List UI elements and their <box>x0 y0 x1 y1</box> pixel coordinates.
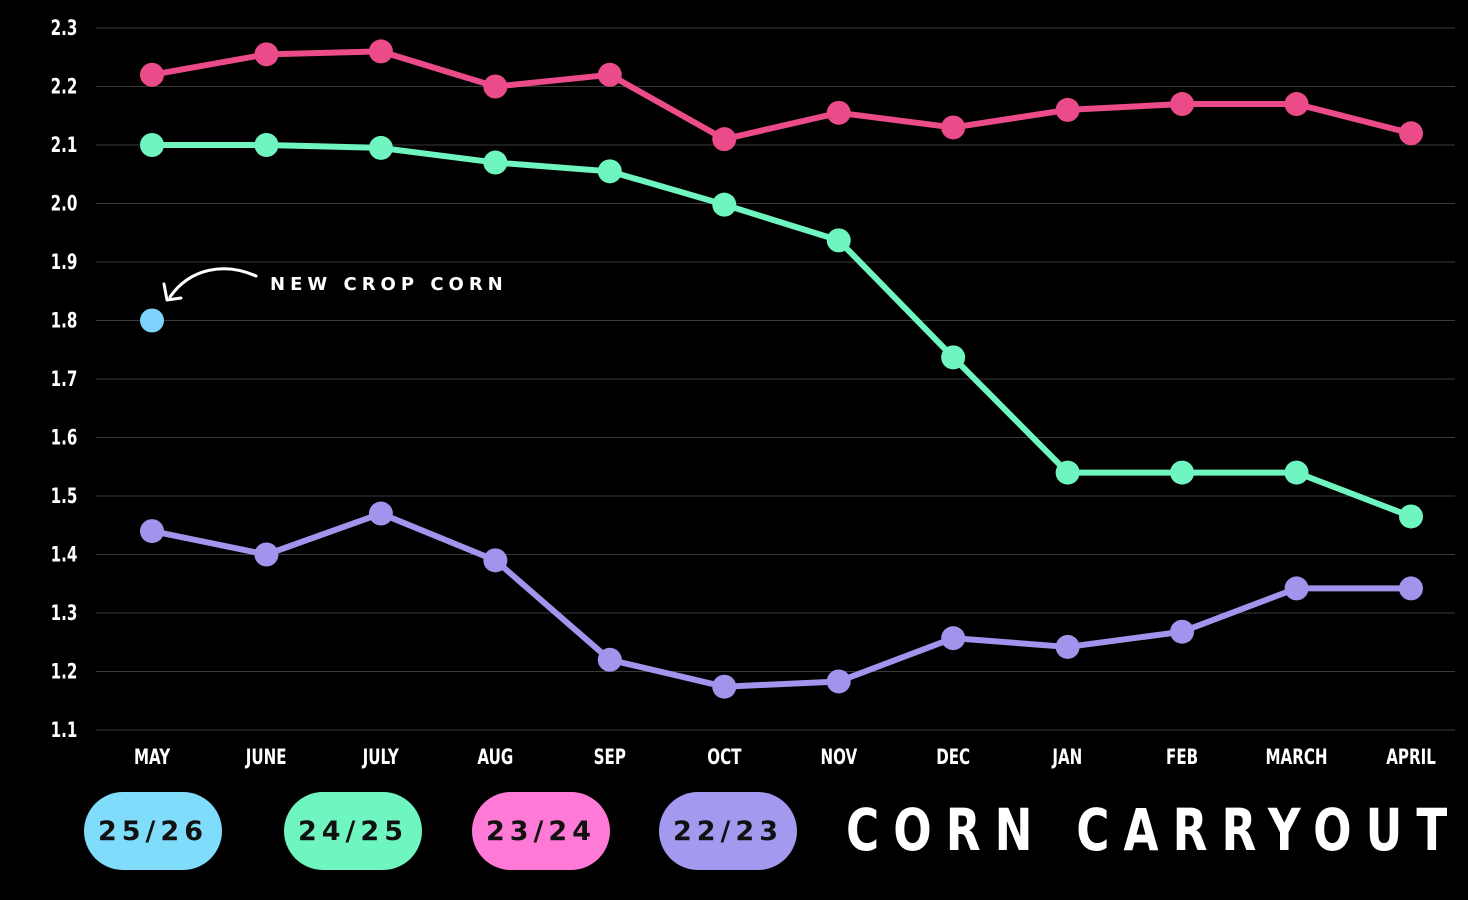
x-tick-label-feb: FEB <box>1166 746 1198 770</box>
y-axis-ticks: 1.1 1.2 1.3 1.4 1.5 1.6 1.7 1.8 1.9 2.0 2.1 2.2 2.3 <box>51 17 78 743</box>
data-point-24-25-may <box>140 133 164 157</box>
data-point-22-23-july <box>368 501 393 526</box>
data-point-24-25-march <box>1284 460 1309 485</box>
x-tick-label-march: MARCH <box>1265 746 1327 770</box>
data-point-23-24-oct <box>712 127 737 152</box>
data-point-24-25-sep <box>597 159 622 184</box>
data-point-23-24-jan <box>1055 97 1080 122</box>
data-point-23-24-july <box>368 39 393 64</box>
y-tick-label: 1.1 <box>51 719 78 743</box>
data-point-22-23-oct <box>712 674 737 699</box>
data-point-23-24-april <box>1399 121 1423 146</box>
data-point-24-25-june <box>254 133 279 157</box>
chart-title: CORN CARRYOUT <box>846 796 1462 864</box>
legend-item-22-23: 22/23 <box>659 792 797 870</box>
data-point-23-24-may <box>140 62 164 87</box>
data-point-24-25-dec <box>941 345 966 370</box>
y-tick-label: 1.7 <box>51 368 78 392</box>
series-lines <box>140 39 1423 699</box>
series-line-22-23 <box>149 510 1414 690</box>
y-tick-label: 1.4 <box>51 543 78 567</box>
grid-lines <box>96 27 1455 731</box>
x-tick-label-june: JUNE <box>244 746 287 770</box>
y-tick-label: 2.3 <box>51 17 78 41</box>
data-point-24-25-nov <box>826 228 851 253</box>
y-tick-label: 1.3 <box>51 602 78 626</box>
legend-item-24-25: 24/25 <box>284 792 422 870</box>
data-point-22-23-june <box>254 542 279 567</box>
x-tick-label-oct: OCT <box>707 746 742 770</box>
data-point-24-25-jan <box>1055 460 1080 485</box>
data-point-22-23-april <box>1399 576 1423 601</box>
series-25-26 <box>140 308 164 333</box>
annotation-label: NEW CROP CORN <box>270 274 508 295</box>
x-tick-label-july: JULY <box>361 746 399 770</box>
x-tick-label-sep: SEP <box>594 746 626 770</box>
data-point-22-23-jan <box>1055 634 1080 659</box>
x-tick-label-may: MAY <box>134 746 171 770</box>
data-point-23-24-dec <box>941 115 966 140</box>
data-point-24-25-july <box>368 135 393 160</box>
annotation: NEW CROP CORN <box>162 267 508 302</box>
data-point-24-25-april <box>1399 504 1423 529</box>
x-tick-label-nov: NOV <box>820 746 857 770</box>
legend-item-23-24: 23/24 <box>472 792 610 870</box>
data-point-23-24-nov <box>826 100 851 125</box>
y-tick-label: 1.6 <box>51 426 78 450</box>
y-tick-label: 1.8 <box>51 309 78 333</box>
data-point-23-24-march <box>1284 92 1309 117</box>
data-point-22-23-feb <box>1170 619 1195 644</box>
data-point-24-25-oct <box>712 192 737 217</box>
series-line-23-24 <box>149 48 1414 143</box>
y-tick-label: 2.2 <box>51 75 78 99</box>
x-axis-ticks: MAY JUNE JULY AUG SEP OCT NOV DEC JAN FEB MARCH APR… <box>134 746 1436 770</box>
data-point-24-25-aug <box>483 150 508 175</box>
data-point-22-23-dec <box>941 626 966 651</box>
series-22-23 <box>140 501 1423 699</box>
y-tick-label: 2.0 <box>51 192 78 216</box>
annotation-arrowhead <box>162 282 183 302</box>
x-tick-label-dec: DEC <box>936 746 970 770</box>
data-point-23-24-june <box>254 42 279 67</box>
y-tick-label: 1.9 <box>51 251 78 275</box>
series-23-24 <box>140 39 1423 152</box>
x-tick-label-jan: JAN <box>1051 746 1083 770</box>
data-point-22-23-aug <box>483 548 508 573</box>
y-tick-label: 2.1 <box>51 134 78 158</box>
x-tick-label-aug: AUG <box>477 746 513 770</box>
legend-item-25-26: 25/26 <box>84 792 222 870</box>
data-point-22-23-may <box>140 519 164 544</box>
data-point-22-23-sep <box>597 647 622 672</box>
y-tick-label: 1.2 <box>51 660 78 684</box>
data-point-22-23-march <box>1284 576 1309 601</box>
x-tick-label-april: APRIL <box>1386 746 1436 770</box>
data-point-23-24-sep <box>597 62 622 87</box>
data-point-24-25-feb <box>1170 460 1195 485</box>
y-tick-label: 1.5 <box>51 485 78 509</box>
data-point-23-24-feb <box>1170 92 1195 117</box>
data-point-25-26-may <box>140 308 164 333</box>
data-point-23-24-aug <box>483 74 508 99</box>
series-line-24-25 <box>149 142 1414 520</box>
annotation-arrow <box>168 267 258 299</box>
data-point-22-23-nov <box>826 669 851 694</box>
series-24-25 <box>140 133 1423 529</box>
